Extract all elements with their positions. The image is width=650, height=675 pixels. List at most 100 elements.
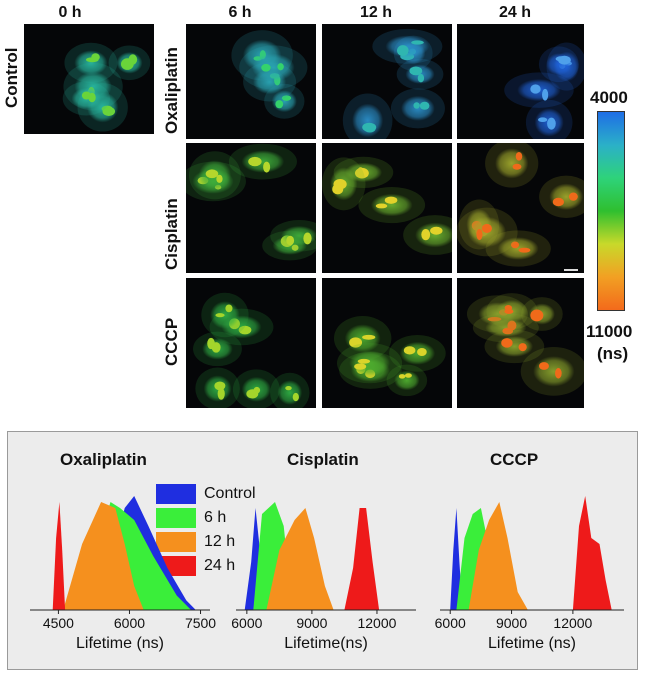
micrograph-image — [24, 24, 154, 134]
nucleolus — [403, 346, 416, 355]
micrograph-image — [322, 278, 452, 408]
nucleolus — [275, 100, 284, 109]
nucleolus — [291, 244, 299, 251]
nucleolus — [292, 392, 299, 402]
nucleolus — [542, 88, 549, 101]
nucleolus — [384, 196, 398, 204]
time-label-12h: 12 h — [359, 4, 392, 21]
micrograph-image — [457, 278, 584, 408]
nucleolus — [476, 228, 483, 241]
lifetime-colorbar — [597, 111, 625, 311]
nucleolus — [518, 343, 527, 352]
histogram-series-24h — [572, 496, 612, 610]
cell-nucleus — [394, 370, 420, 391]
x-tick-label: 7500 — [185, 615, 216, 631]
histogram-series-24h — [52, 502, 66, 610]
micrograph-cccp-12h — [322, 278, 452, 408]
micrograph-image — [457, 143, 584, 273]
nucleolus — [555, 56, 567, 62]
nucleolus — [303, 232, 312, 245]
nucleolus — [362, 334, 376, 340]
nucleolus — [286, 235, 295, 246]
time-label-0h: 0 h — [58, 4, 82, 21]
micrograph-cccp-6h — [186, 278, 316, 408]
histogram-series-24h — [344, 508, 380, 610]
nucleolus — [261, 63, 271, 72]
histogram-title-cccp: CCCP — [490, 450, 539, 469]
nucleolus — [417, 73, 425, 83]
nucleolus — [263, 161, 271, 173]
nucleolus — [215, 313, 225, 318]
nucleolus — [404, 373, 412, 378]
x-tick-label: 6000 — [435, 615, 466, 631]
nucleolus — [538, 117, 548, 122]
nucleolus — [248, 156, 262, 167]
micrograph-image — [457, 24, 584, 139]
row-label-oxaliplatin: Oxaliplatin — [162, 47, 181, 134]
cell-nucleus — [241, 150, 285, 173]
legend-item-12h: 12 h — [156, 530, 256, 554]
nucleolus — [349, 337, 363, 348]
legend-swatch-12h — [156, 532, 196, 552]
nucleolus — [421, 229, 431, 241]
x-tick-label: 9000 — [496, 615, 527, 631]
nucleolus — [88, 92, 96, 103]
legend-swatch-control — [156, 484, 196, 504]
nucleolus — [216, 174, 223, 183]
nucleolus — [396, 45, 409, 57]
nucleolus — [504, 308, 514, 315]
x-tick-label: 12000 — [553, 615, 592, 631]
cell-nucleus — [251, 53, 295, 82]
nucleolus — [409, 66, 423, 76]
cell-nucleus — [370, 193, 413, 217]
nucleolus — [120, 58, 134, 70]
cell-nucleus — [210, 301, 240, 329]
legend-label-control: Control — [204, 485, 256, 502]
nucleolus — [518, 247, 531, 253]
nucleolus — [512, 163, 522, 170]
histogram-oxaliplatin: 4500 6000 7500 Lifetime (ns) — [30, 496, 216, 652]
legend-label-12h: 12 h — [204, 533, 236, 550]
nucleolus — [515, 152, 523, 161]
cell-nucleus — [349, 350, 390, 376]
colorbar-unit: (ns) — [597, 344, 629, 363]
nucleolus — [413, 102, 420, 109]
colorbar-top-value: 4000 — [590, 88, 628, 107]
nucleolus — [530, 309, 544, 322]
cell-nucleus — [497, 237, 539, 260]
micrograph-cisplatin-6h — [186, 143, 316, 273]
nucleolus — [555, 368, 562, 379]
nucleolus — [238, 325, 252, 335]
micrograph-control-0h — [24, 24, 154, 134]
nucleolus — [501, 338, 513, 348]
x-axis-label: Lifetime (ns) — [76, 635, 164, 652]
histogram-cisplatin: 6000 9000 12000 Lifetime(ns) — [231, 502, 416, 652]
nucleolus — [552, 197, 564, 207]
nucleolus — [285, 385, 292, 391]
nucleolus — [547, 117, 556, 130]
micrograph-image — [322, 143, 452, 273]
nucleolus — [277, 63, 284, 71]
nucleolus — [102, 106, 116, 116]
nucleolus — [354, 363, 367, 370]
nucleolus — [430, 226, 443, 235]
colorbar-bottom-value: 11000 — [586, 322, 633, 341]
nucleolus — [502, 327, 514, 335]
nucleolus — [398, 374, 406, 379]
nucleolus — [530, 84, 541, 94]
scale-bar — [564, 269, 578, 271]
nucleolus — [246, 389, 259, 399]
micrograph-oxaliplatin-24h — [457, 24, 584, 139]
nucleolus — [207, 337, 215, 350]
micrograph-image — [322, 24, 452, 139]
nucleolus — [214, 381, 226, 391]
nucleolus — [510, 241, 520, 249]
x-tick-label: 9000 — [296, 615, 327, 631]
histogram-legend: Control 6 h 12 h 24 h — [156, 482, 256, 578]
nucleolus — [281, 95, 292, 101]
x-tick-label: 12000 — [357, 615, 396, 631]
nucleolus — [417, 347, 427, 357]
legend-label-24h: 24 h — [204, 557, 236, 574]
nucleolus — [362, 122, 377, 132]
histogram-cccp: 6000 9000 12000 Lifetime (ns) — [435, 496, 624, 652]
